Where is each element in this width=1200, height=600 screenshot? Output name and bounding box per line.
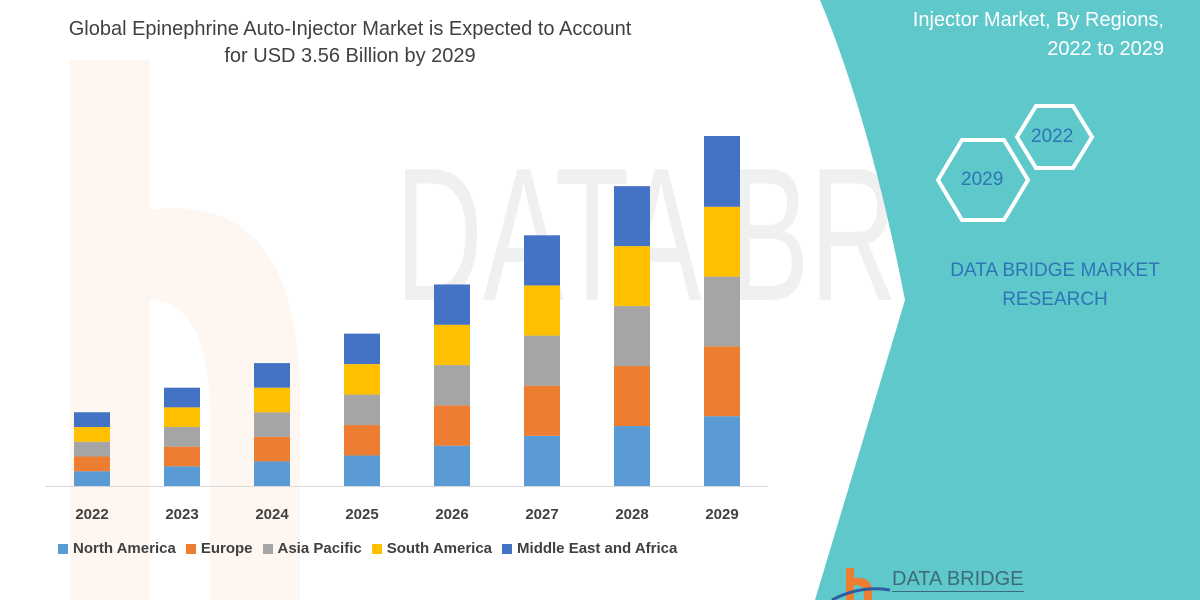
bar-segment-asia-pacific-2027 xyxy=(524,335,560,386)
bar-segment-asia-pacific-2026 xyxy=(434,365,470,406)
bar-segment-asia-pacific-2029 xyxy=(704,276,740,347)
hex-label-2029: 2029 xyxy=(961,169,1004,190)
bar-segment-north-america-2026 xyxy=(434,445,470,486)
bar-segment-europe-2023 xyxy=(164,446,200,467)
legend-swatch xyxy=(58,543,68,554)
bar-segment-europe-2026 xyxy=(434,405,470,446)
bar-segment-asia-pacific-2023 xyxy=(164,427,200,447)
bar-segment-asia-pacific-2022 xyxy=(74,441,110,457)
hex-2029-icon xyxy=(935,138,1031,222)
x-tick-label: 2028 xyxy=(615,506,648,523)
bar-segment-europe-2024 xyxy=(254,436,290,462)
legend-swatch xyxy=(502,543,513,554)
bar-segment-north-america-2023 xyxy=(164,466,200,486)
legend-label: South America xyxy=(386,540,493,557)
legend: North America Europe Asia Pacific South … xyxy=(58,540,677,557)
bar-segment-north-america-2029 xyxy=(704,416,740,486)
bar-segment-south-america-2024 xyxy=(254,387,290,413)
x-tick-label: 2023 xyxy=(165,506,198,523)
legend-swatch xyxy=(262,543,273,554)
bar-segment-middle-east-and-africa-2024 xyxy=(254,363,290,388)
bar-segment-south-america-2028 xyxy=(614,246,650,307)
bar-segment-north-america-2025 xyxy=(344,455,380,486)
x-tick-label: 2024 xyxy=(255,506,289,523)
brand-line: DATA BRIDGE MARKET xyxy=(950,260,1160,281)
legend-label: Middle East and Africa xyxy=(517,540,678,557)
legend-item: Middle East and Africa xyxy=(502,540,677,557)
bar-segment-north-america-2024 xyxy=(254,461,290,486)
teal-panel xyxy=(815,0,1200,600)
chart-title: Global Epinephrine Auto-Injector Market … xyxy=(68,18,632,67)
legend-swatch xyxy=(371,543,382,554)
bar-segment-middle-east-and-africa-2022 xyxy=(74,412,110,428)
legend-item: Asia Pacific xyxy=(262,540,362,557)
legend-label: North America xyxy=(73,540,176,557)
brand-text: DATA BRIDGE MARKET RESEARCH xyxy=(900,256,1200,314)
side-title-line: 2022 to 2029 xyxy=(1047,38,1164,60)
bar-segment-europe-2025 xyxy=(344,425,380,456)
bar-segment-asia-pacific-2024 xyxy=(254,412,290,437)
legend-label: Europe xyxy=(200,540,253,557)
legend-swatch xyxy=(185,543,196,554)
x-tick-label: 2027 xyxy=(525,506,558,523)
bar-segment-north-america-2028 xyxy=(614,426,650,486)
bar-segment-middle-east-and-africa-2027 xyxy=(524,235,560,286)
bar-segment-asia-pacific-2025 xyxy=(344,394,380,426)
bar-segment-middle-east-and-africa-2025 xyxy=(344,333,380,365)
legend-item: North America xyxy=(58,540,176,557)
bar-segment-middle-east-and-africa-2029 xyxy=(704,136,740,207)
bar-segment-middle-east-and-africa-2028 xyxy=(614,186,650,247)
bar-segment-south-america-2027 xyxy=(524,285,560,336)
bar-segment-europe-2027 xyxy=(524,385,560,436)
hex-label-2022: 2022 xyxy=(1031,126,1074,147)
bar-segment-south-america-2025 xyxy=(344,364,380,395)
side-title-line: Injector Market, By Regions, xyxy=(912,9,1164,31)
bar-segment-south-america-2029 xyxy=(704,206,740,277)
x-tick-label: 2026 xyxy=(435,506,468,523)
brand-line: RESEARCH xyxy=(1002,289,1108,310)
legend-label: Asia Pacific xyxy=(277,540,362,557)
legend-item: Europe xyxy=(185,540,253,557)
bar-segment-north-america-2022 xyxy=(74,471,110,486)
bar-segment-south-america-2023 xyxy=(164,407,200,428)
logo-icon xyxy=(831,568,891,600)
bar-segment-north-america-2027 xyxy=(524,435,560,486)
bar-segment-south-america-2022 xyxy=(74,427,110,442)
bar-segment-europe-2028 xyxy=(614,366,650,427)
bar-segment-middle-east-and-africa-2026 xyxy=(434,284,470,325)
x-tick-label: 2029 xyxy=(705,506,738,523)
bar-segment-middle-east-and-africa-2023 xyxy=(164,387,200,408)
logo-text: DATA BRIDGE xyxy=(892,568,1024,592)
bar-segment-asia-pacific-2028 xyxy=(614,306,650,367)
bar-segment-europe-2022 xyxy=(74,456,110,472)
side-title: Injector Market, By Regions, 2022 to 202… xyxy=(913,6,1164,64)
bar-segment-europe-2029 xyxy=(704,346,740,417)
x-tick-label: 2022 xyxy=(75,506,108,523)
x-tick-label: 2025 xyxy=(345,506,378,523)
bar-segment-south-america-2026 xyxy=(434,324,470,366)
legend-item: South America xyxy=(371,540,493,557)
hex-2022-icon xyxy=(1014,104,1095,170)
